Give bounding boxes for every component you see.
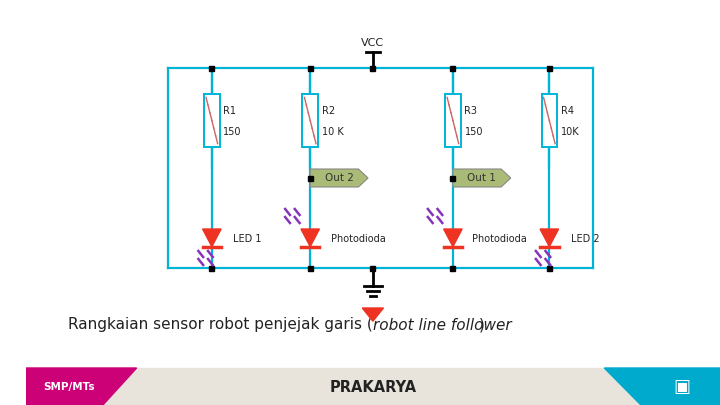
Polygon shape [26, 368, 137, 405]
Text: Out 1: Out 1 [467, 173, 496, 183]
Text: 10K: 10K [561, 127, 580, 137]
Text: Photodioda: Photodioda [331, 234, 386, 244]
Bar [307, 266, 312, 271]
Text: PRAKARYA: PRAKARYA [329, 380, 416, 395]
Polygon shape [362, 308, 384, 321]
Text: ▣: ▣ [673, 377, 690, 396]
Bar [302, 94, 318, 147]
Bar [451, 266, 455, 271]
Text: VCC: VCC [361, 38, 384, 48]
Text: Photodioda: Photodioda [472, 234, 527, 244]
Text: Out 2: Out 2 [325, 173, 354, 183]
Bar [547, 266, 552, 271]
Text: R2: R2 [322, 106, 335, 116]
Text: SMP/MTs: SMP/MTs [43, 382, 95, 392]
Bar [210, 266, 215, 271]
Text: ): ) [479, 318, 485, 333]
Text: R3: R3 [464, 106, 477, 116]
Bar [541, 94, 557, 147]
Bar [210, 66, 215, 70]
Text: R4: R4 [561, 106, 574, 116]
Bar [26, 368, 720, 405]
Bar [451, 66, 455, 70]
Text: robot line follower: robot line follower [373, 318, 511, 333]
Polygon shape [310, 169, 368, 187]
Bar [307, 66, 312, 70]
Bar [371, 266, 375, 271]
Text: 10 K: 10 K [322, 127, 343, 137]
Bar [371, 66, 375, 70]
Text: R1: R1 [223, 106, 236, 116]
Polygon shape [444, 229, 462, 247]
Text: 150: 150 [464, 127, 483, 137]
Text: Rangkaian sensor robot penjejak garis (: Rangkaian sensor robot penjejak garis ( [68, 318, 373, 333]
Bar [451, 175, 455, 181]
Polygon shape [301, 229, 320, 247]
Bar [547, 66, 552, 70]
Polygon shape [540, 229, 559, 247]
Bar [204, 94, 220, 147]
Polygon shape [604, 368, 720, 405]
Polygon shape [202, 229, 221, 247]
Text: LED 2: LED 2 [570, 234, 599, 244]
Bar [307, 175, 312, 181]
Polygon shape [453, 169, 510, 187]
Text: 150: 150 [223, 127, 242, 137]
Text: LED 1: LED 1 [233, 234, 261, 244]
Bar [445, 94, 461, 147]
